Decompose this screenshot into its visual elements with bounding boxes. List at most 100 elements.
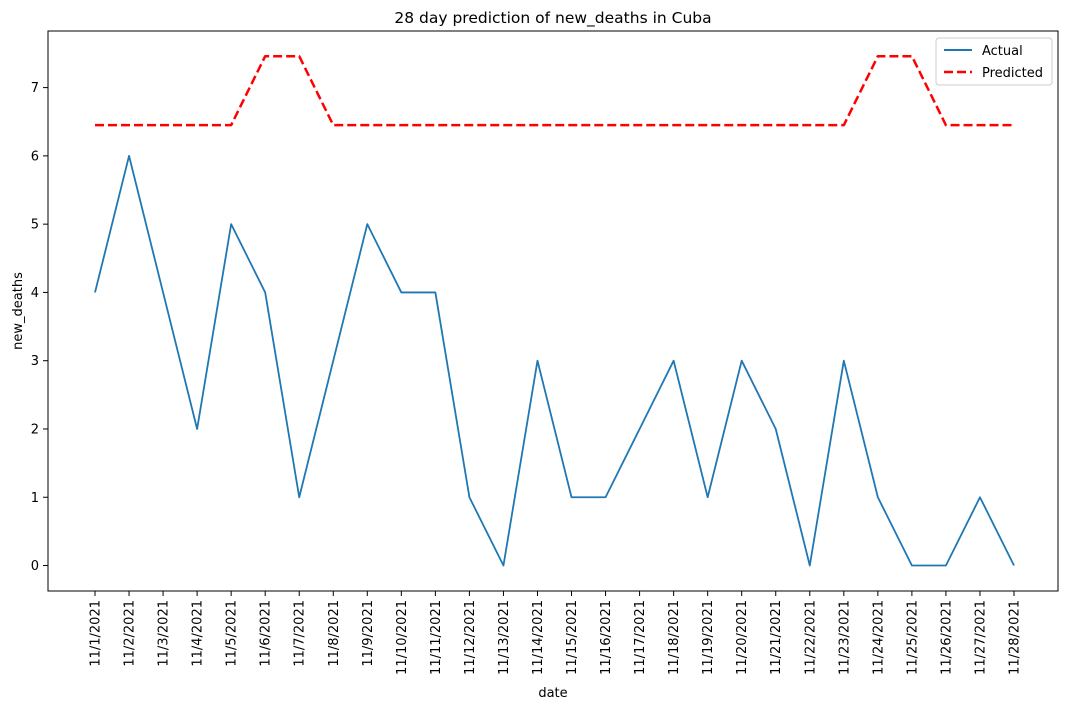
x-tick-label: 11/4/2021	[191, 600, 206, 667]
data-point-actual	[401, 292, 402, 293]
data-point-actual	[707, 497, 708, 498]
x-axis-label: date	[538, 686, 567, 701]
x-tick-label: 11/18/2021	[667, 600, 682, 675]
data-point-actual	[673, 360, 674, 361]
x-tick-label: 11/20/2021	[735, 600, 750, 675]
x-tick-label: 11/3/2021	[157, 600, 172, 667]
data-point-predicted	[435, 125, 436, 126]
data-point-predicted	[741, 125, 742, 126]
data-point-actual	[911, 565, 912, 566]
x-tick-label: 11/28/2021	[1008, 600, 1023, 675]
y-tick-label: 5	[31, 218, 39, 233]
y-tick-label: 0	[31, 559, 39, 574]
data-point-actual	[163, 292, 164, 293]
x-tick-label: 11/21/2021	[769, 600, 784, 675]
data-point-actual	[265, 292, 266, 293]
data-point-actual	[979, 497, 980, 498]
data-point-predicted	[537, 125, 538, 126]
data-point-predicted	[503, 125, 504, 126]
data-point-predicted	[707, 125, 708, 126]
data-point-predicted	[299, 56, 300, 57]
data-point-actual	[605, 497, 606, 498]
data-point-actual	[367, 224, 368, 225]
x-tick-label: 11/12/2021	[463, 600, 478, 675]
data-point-actual	[775, 428, 776, 429]
chart-title: 28 day prediction of new_deaths in Cuba	[394, 9, 711, 28]
data-point-actual	[945, 565, 946, 566]
x-tick-label: 11/6/2021	[259, 600, 274, 667]
data-point-predicted	[639, 125, 640, 126]
x-tick-label: 11/5/2021	[225, 600, 240, 667]
data-point-actual	[129, 155, 130, 156]
data-point-predicted	[809, 125, 810, 126]
data-point-predicted	[843, 125, 844, 126]
y-tick-label: 3	[31, 354, 39, 369]
data-point-predicted	[231, 125, 232, 126]
y-tick-label: 6	[31, 149, 39, 164]
data-point-predicted	[401, 125, 402, 126]
data-point-predicted	[197, 125, 198, 126]
x-tick-label: 11/17/2021	[633, 600, 648, 675]
x-tick-label: 11/24/2021	[871, 600, 886, 675]
series-line-actual	[94, 154, 1015, 567]
x-tick-label: 11/25/2021	[905, 600, 920, 675]
x-tick-label: 11/27/2021	[973, 600, 988, 675]
data-point-actual	[537, 360, 538, 361]
data-point-actual	[571, 497, 572, 498]
data-point-predicted	[979, 125, 980, 126]
data-point-actual	[95, 292, 96, 293]
data-point-actual	[877, 497, 878, 498]
x-tick-label: 11/1/2021	[89, 600, 104, 667]
legend-label-predicted: Predicted	[982, 66, 1043, 81]
x-tick-label: 11/2/2021	[123, 600, 138, 667]
x-tick-label: 11/15/2021	[565, 600, 580, 675]
data-point-predicted	[605, 125, 606, 126]
x-tick-label: 11/13/2021	[497, 600, 512, 675]
data-point-actual	[435, 292, 436, 293]
data-point-predicted	[95, 125, 96, 126]
data-point-actual	[299, 497, 300, 498]
data-point-actual	[809, 565, 810, 566]
x-tick-label: 11/22/2021	[803, 600, 818, 675]
x-tick-label: 11/9/2021	[361, 600, 376, 667]
data-point-actual	[503, 565, 504, 566]
x-tick-label: 11/16/2021	[599, 600, 614, 675]
data-point-actual	[197, 428, 198, 429]
x-tick-label: 11/11/2021	[429, 600, 444, 675]
legend-label-actual: Actual	[982, 44, 1023, 59]
data-point-actual	[639, 428, 640, 429]
data-point-actual	[1014, 565, 1015, 566]
x-tick-label: 11/23/2021	[837, 600, 852, 675]
data-point-predicted	[877, 56, 878, 57]
plot-area-frame	[47, 30, 1059, 592]
data-point-actual	[469, 497, 470, 498]
data-point-actual	[741, 360, 742, 361]
y-axis-label: new_deaths	[11, 272, 26, 350]
y-tick-label: 1	[31, 491, 39, 506]
data-point-predicted	[163, 125, 164, 126]
data-point-predicted	[571, 125, 572, 126]
x-tick-label: 11/7/2021	[293, 600, 308, 667]
x-tick-label: 11/14/2021	[531, 600, 546, 675]
data-point-actual	[843, 360, 844, 361]
x-tick-label: 11/26/2021	[939, 600, 954, 675]
legend: Actual Predicted	[935, 37, 1053, 86]
y-tick-label: 2	[31, 422, 39, 437]
series-line-predicted	[95, 54, 1014, 127]
data-point-predicted	[673, 125, 674, 126]
x-tick-label: 11/10/2021	[395, 600, 410, 675]
data-point-predicted	[469, 125, 470, 126]
data-point-actual	[333, 360, 334, 361]
data-point-predicted	[911, 56, 912, 57]
x-tick-label: 11/8/2021	[327, 600, 342, 667]
y-tick-label: 7	[31, 81, 39, 96]
data-point-actual	[231, 224, 232, 225]
data-point-predicted	[333, 125, 334, 126]
data-point-predicted	[1014, 125, 1015, 126]
data-point-predicted	[265, 56, 266, 57]
data-point-predicted	[129, 125, 130, 126]
data-point-predicted	[775, 125, 776, 126]
y-tick-label: 4	[31, 286, 39, 301]
